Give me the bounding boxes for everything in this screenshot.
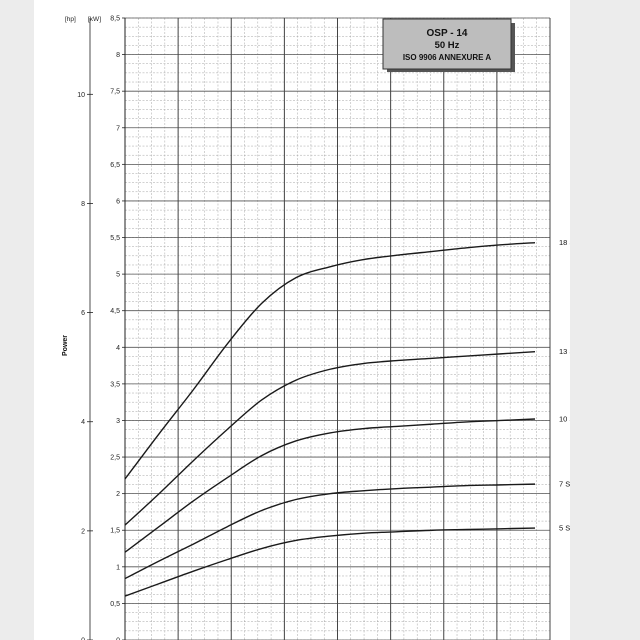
chart-title: OSP - 14	[427, 28, 468, 39]
kw-tick-label: 5,5	[110, 235, 120, 242]
hp-tick-label: 2	[81, 528, 85, 535]
title-box-bg	[382, 18, 512, 70]
curve-label: 18 ST	[559, 238, 570, 247]
hp-tick-label: 4	[81, 419, 85, 426]
kw-unit-label: [kW]	[88, 16, 101, 23]
chart-standard: ISO 9906 ANNEXURE A	[403, 53, 492, 62]
kw-tick-label: 7	[116, 125, 120, 132]
kw-tick-label: 6,5	[110, 162, 120, 169]
kw-tick-label: 3,5	[110, 381, 120, 388]
kw-tick-label: 5	[116, 272, 120, 279]
kw-tick-label: 0,5	[110, 601, 120, 608]
curve-label: 10 ST	[559, 415, 570, 424]
axes: [hp] [kW] Power	[62, 16, 126, 640]
hp-tick-label: 8	[81, 201, 85, 208]
kw-tick-label: 1	[116, 564, 120, 571]
title-box: OSP - 14 50 Hz ISO 9906 ANNEXURE A	[382, 18, 515, 72]
hp-tick-label: 6	[81, 310, 85, 317]
kw-tick-label: 0	[116, 638, 120, 640]
kw-tick-label: 2,5	[110, 455, 120, 462]
curve-13-st	[124, 350, 536, 526]
y-axis-label: Power	[62, 335, 69, 356]
chart-subtitle: 50 Hz	[435, 40, 460, 51]
kw-tick-label: 4,5	[110, 308, 120, 315]
kw-tick-label: 4	[116, 345, 120, 352]
hp-ticks: 0 2 4 6 8 10	[77, 92, 93, 640]
kw-tick-label: 1,5	[110, 528, 120, 535]
curves	[124, 241, 536, 597]
curve-label: 13 ST	[559, 347, 570, 356]
curve-5-st	[124, 527, 536, 597]
kw-tick-label: 8	[116, 52, 120, 59]
curve-10-st	[124, 418, 536, 553]
kw-tick-label: 7,5	[110, 89, 120, 96]
hp-tick-label: 0	[81, 638, 85, 640]
kw-tick-label: 6	[116, 198, 120, 205]
hp-unit-label: [hp]	[65, 16, 76, 23]
chart-page: [hp] [kW] Power 0 0,5 1 1,5 2 2,5 3 3,5 4 4,5 5 5,5…	[34, 0, 570, 640]
grid-major	[124, 17, 551, 640]
kw-tick-label: 8,5	[110, 16, 120, 23]
curve-label: 5 ST	[559, 524, 570, 533]
kw-tick-label: 2	[116, 491, 120, 498]
curve-18-st	[124, 241, 536, 480]
curve-labels: 18 ST 13 ST 10 ST 7 ST 5 ST	[559, 238, 570, 532]
hp-tick-label: 10	[77, 92, 85, 99]
kw-ticks: 0 0,5 1 1,5 2 2,5 3 3,5 4 4,5 5 5,5 6 6,5 7 7,5 8 8,5	[110, 16, 125, 640]
kw-tick-label: 3	[116, 418, 120, 425]
curve-label: 7 ST	[559, 480, 570, 489]
power-chart: [hp] [kW] Power 0 0,5 1 1,5 2 2,5 3 3,5 4 4,5 5 5,5…	[62, 16, 570, 640]
curve-7-st	[124, 483, 536, 580]
